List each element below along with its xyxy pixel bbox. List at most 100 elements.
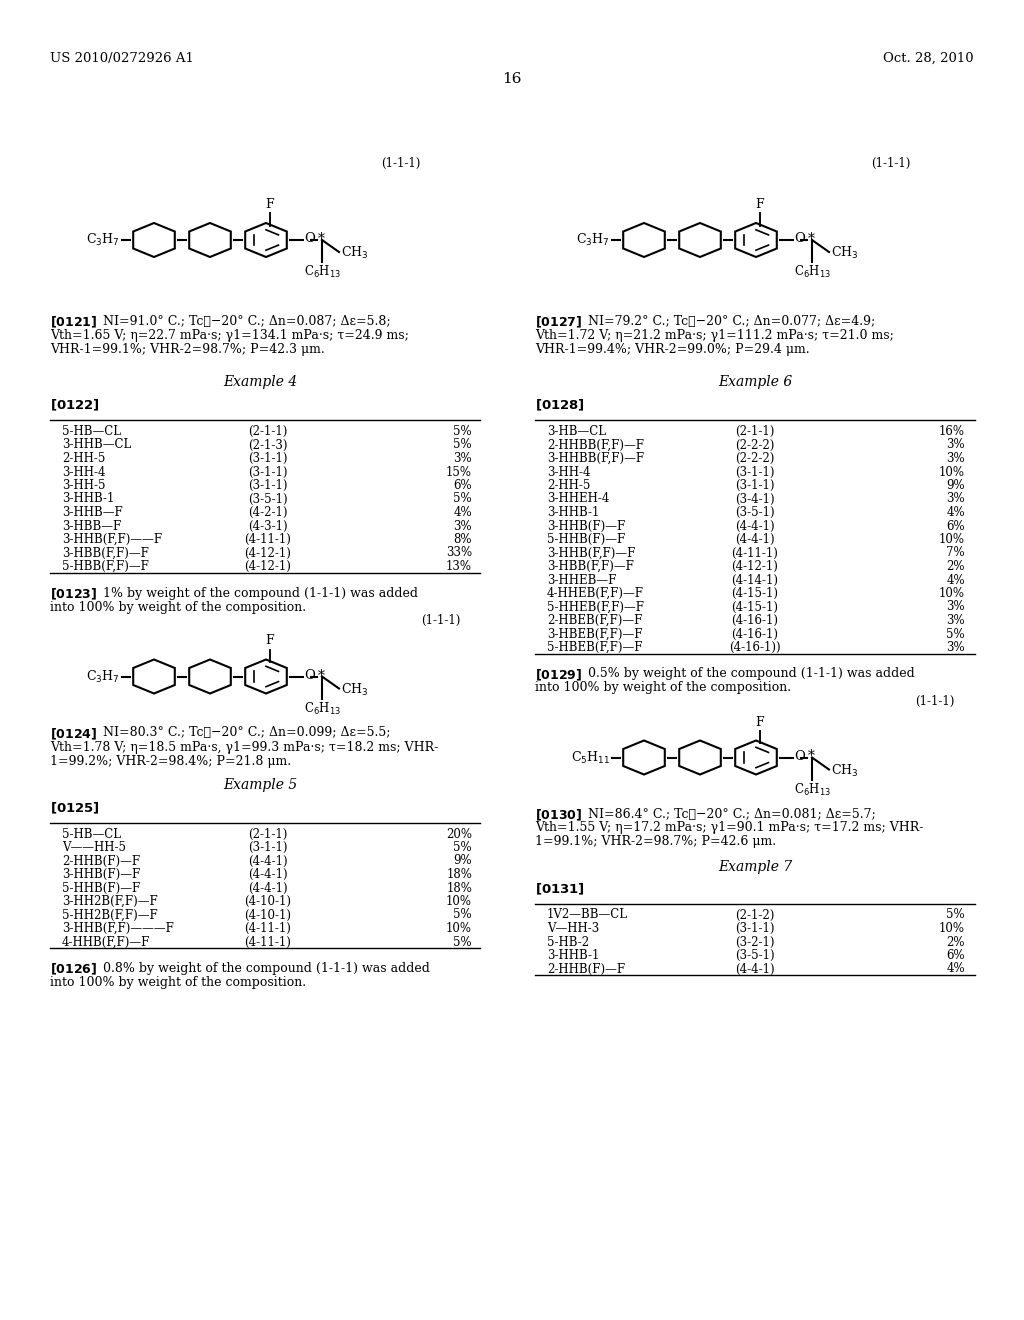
Text: 2-HHBB(F,F)—F: 2-HHBB(F,F)—F (547, 438, 644, 451)
Text: 3%: 3% (946, 438, 965, 451)
Text: $\mathbf{[0128]}$: $\mathbf{[0128]}$ (535, 399, 585, 413)
Text: 0.5% by weight of the compound (1-1-1) was added: 0.5% by weight of the compound (1-1-1) w… (588, 668, 914, 681)
Text: VHR-1=99.1%; VHR-2=98.7%; P=42.3 μm.: VHR-1=99.1%; VHR-2=98.7%; P=42.3 μm. (50, 343, 325, 356)
Text: 0.8% by weight of the compound (1-1-1) was added: 0.8% by weight of the compound (1-1-1) w… (103, 962, 430, 975)
Text: (4-4-1): (4-4-1) (248, 854, 288, 867)
Text: Example 7: Example 7 (718, 859, 793, 874)
Text: 6%: 6% (454, 479, 472, 492)
Text: 4-HHB(F,F)—F: 4-HHB(F,F)—F (62, 936, 151, 949)
Text: (2-1-1): (2-1-1) (248, 828, 288, 841)
Text: 3-HH2B(F,F)—F: 3-HH2B(F,F)—F (62, 895, 158, 908)
Text: (3-1-1): (3-1-1) (248, 466, 288, 479)
Text: (4-3-1): (4-3-1) (248, 520, 288, 532)
Text: F: F (265, 198, 273, 211)
Text: 3-HHB(F)—F: 3-HHB(F)—F (547, 520, 626, 532)
Text: 3-HHB-1: 3-HHB-1 (547, 949, 599, 962)
Text: 10%: 10% (939, 587, 965, 601)
Text: 2%: 2% (946, 936, 965, 949)
Text: into 100% by weight of the composition.: into 100% by weight of the composition. (535, 681, 792, 694)
Text: Vth=1.72 V; η=21.2 mPa·s; γ1=111.2 mPa·s; τ=21.0 ms;: Vth=1.72 V; η=21.2 mPa·s; γ1=111.2 mPa·s… (535, 329, 894, 342)
Text: 1=99.1%; VHR-2=98.7%; P=42.6 μm.: 1=99.1%; VHR-2=98.7%; P=42.6 μm. (535, 836, 776, 849)
Text: 1=99.2%; VHR-2=98.4%; P=21.8 μm.: 1=99.2%; VHR-2=98.4%; P=21.8 μm. (50, 755, 291, 767)
Text: 2-HH-5: 2-HH-5 (62, 451, 105, 465)
Text: Example 5: Example 5 (223, 779, 297, 792)
Text: 5%: 5% (454, 908, 472, 921)
Text: (2-2-2): (2-2-2) (735, 451, 775, 465)
Text: C$_3$H$_7$: C$_3$H$_7$ (86, 668, 120, 685)
Text: US 2010/0272926 A1: US 2010/0272926 A1 (50, 51, 194, 65)
Text: 5-HB—CL: 5-HB—CL (62, 828, 121, 841)
Text: CH$_3$: CH$_3$ (341, 246, 369, 261)
Text: (4-4-1): (4-4-1) (735, 533, 775, 546)
Text: (4-4-1): (4-4-1) (248, 882, 288, 895)
Text: (4-4-1): (4-4-1) (735, 520, 775, 532)
Text: Vth=1.55 V; η=17.2 mPa·s; γ1=90.1 mPa·s; τ=17.2 ms; VHR-: Vth=1.55 V; η=17.2 mPa·s; γ1=90.1 mPa·s;… (535, 821, 924, 834)
Text: V——HH-5: V——HH-5 (62, 841, 126, 854)
Text: $\mathbf{[0130]}$: $\mathbf{[0130]}$ (535, 808, 583, 822)
Text: 5-HBEB(F,F)—F: 5-HBEB(F,F)—F (547, 642, 642, 653)
Text: 3-HHB—CL: 3-HHB—CL (62, 438, 131, 451)
Text: (1-1-1): (1-1-1) (870, 157, 910, 170)
Text: Vth=1.78 V; η=18.5 mPa·s, γ1=99.3 mPa·s; τ=18.2 ms; VHR-: Vth=1.78 V; η=18.5 mPa·s, γ1=99.3 mPa·s;… (50, 741, 438, 754)
Text: O: O (794, 750, 805, 763)
Text: 18%: 18% (446, 882, 472, 895)
Text: 16%: 16% (939, 425, 965, 438)
Text: C$_3$H$_7$: C$_3$H$_7$ (86, 232, 120, 248)
Text: Example 4: Example 4 (223, 375, 297, 389)
Text: *: * (318, 668, 325, 682)
Text: 3-HBB—F: 3-HBB—F (62, 520, 121, 532)
Text: (4-11-1): (4-11-1) (245, 936, 292, 949)
Text: O: O (304, 232, 314, 246)
Text: (3-1-1): (3-1-1) (735, 466, 775, 479)
Text: Oct. 28, 2010: Oct. 28, 2010 (884, 51, 974, 65)
Text: $\mathbf{[0129]}$: $\mathbf{[0129]}$ (535, 668, 582, 682)
Text: O: O (304, 669, 314, 682)
Text: (3-5-1): (3-5-1) (735, 949, 775, 962)
Text: 3%: 3% (946, 642, 965, 653)
Text: C$_5$H$_{11}$: C$_5$H$_{11}$ (571, 750, 610, 766)
Text: C$_6$H$_{13}$: C$_6$H$_{13}$ (794, 781, 830, 797)
Text: C$_3$H$_7$: C$_3$H$_7$ (577, 232, 610, 248)
Text: 3%: 3% (946, 451, 965, 465)
Text: 3-HHB—F: 3-HHB—F (62, 506, 123, 519)
Text: 9%: 9% (946, 479, 965, 492)
Text: F: F (756, 715, 764, 729)
Text: $\mathbf{[0124]}$: $\mathbf{[0124]}$ (50, 726, 97, 742)
Text: *: * (808, 750, 815, 763)
Text: (3-5-1): (3-5-1) (248, 492, 288, 506)
Text: 5-HBB(F,F)—F: 5-HBB(F,F)—F (62, 560, 148, 573)
Text: 3-HHEH-4: 3-HHEH-4 (547, 492, 609, 506)
Text: O: O (794, 232, 805, 246)
Text: 7%: 7% (946, 546, 965, 560)
Text: 8%: 8% (454, 533, 472, 546)
Text: VHR-1=99.4%; VHR-2=99.0%; P=29.4 μm.: VHR-1=99.4%; VHR-2=99.0%; P=29.4 μm. (535, 343, 810, 356)
Text: (1-1-1): (1-1-1) (381, 157, 420, 170)
Text: 3-HBB(F,F)—F: 3-HBB(F,F)—F (547, 560, 634, 573)
Text: 3-HH-4: 3-HH-4 (547, 466, 591, 479)
Text: 10%: 10% (446, 921, 472, 935)
Text: 5%: 5% (946, 908, 965, 921)
Text: 3-HB—CL: 3-HB—CL (547, 425, 606, 438)
Text: 1V2—BB—CL: 1V2—BB—CL (547, 908, 628, 921)
Text: 10%: 10% (939, 466, 965, 479)
Text: (4-12-1): (4-12-1) (245, 560, 292, 573)
Text: NI=86.4° C.; Tc≦−20° C.; Δn=0.081; Δε=5.7;: NI=86.4° C.; Tc≦−20° C.; Δn=0.081; Δε=5.… (588, 808, 876, 821)
Text: 4%: 4% (454, 506, 472, 519)
Text: *: * (318, 232, 325, 246)
Text: 1% by weight of the compound (1-1-1) was added: 1% by weight of the compound (1-1-1) was… (103, 586, 418, 599)
Text: 3%: 3% (454, 451, 472, 465)
Text: 3-HHEB—F: 3-HHEB—F (547, 573, 616, 586)
Text: (4-11-1): (4-11-1) (245, 921, 292, 935)
Text: 2-HHB(F)—F: 2-HHB(F)—F (547, 962, 625, 975)
Text: 2%: 2% (946, 560, 965, 573)
Text: (3-1-1): (3-1-1) (248, 479, 288, 492)
Text: 13%: 13% (446, 560, 472, 573)
Text: 4%: 4% (946, 573, 965, 586)
Text: 20%: 20% (446, 828, 472, 841)
Text: (4-10-1): (4-10-1) (245, 908, 292, 921)
Text: 10%: 10% (446, 895, 472, 908)
Text: *: * (808, 232, 815, 246)
Text: CH$_3$: CH$_3$ (831, 763, 858, 779)
Text: 2-HHB(F)—F: 2-HHB(F)—F (62, 854, 140, 867)
Text: into 100% by weight of the composition.: into 100% by weight of the composition. (50, 975, 306, 989)
